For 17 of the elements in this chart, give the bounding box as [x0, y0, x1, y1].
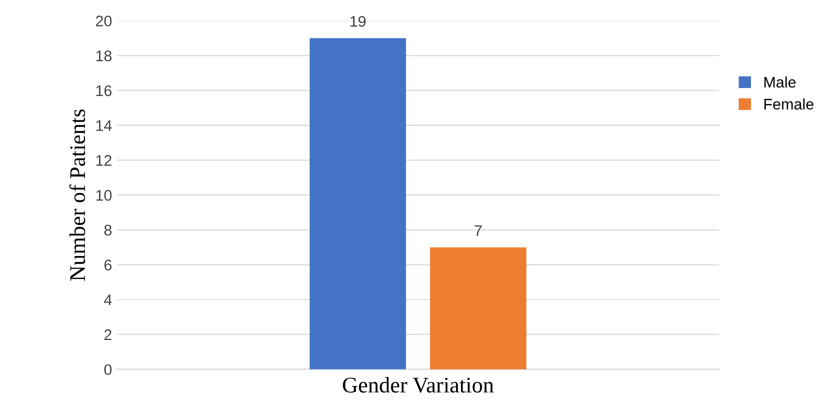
y-tick-label: 20: [96, 16, 112, 26]
y-tick-label: 18: [96, 50, 112, 62]
y-tick-label: 6: [104, 260, 112, 270]
data-label: 19: [350, 16, 366, 27]
y-tick-label: 4: [104, 294, 112, 306]
y-tick-label: 10: [96, 190, 112, 201]
y-axis-title: Number of Patients: [69, 109, 86, 281]
legend-label: Female: [764, 98, 814, 110]
x-axis-title: Gender Variation: [342, 376, 494, 393]
y-tick-label: 8: [104, 224, 112, 236]
y-tick-label: 16: [96, 85, 112, 96]
y-tick-label: 0: [104, 364, 112, 376]
y-tick-label: 2: [104, 329, 112, 340]
data-label: 7: [474, 225, 482, 236]
y-tick-label: 12: [96, 155, 112, 166]
legend-label: Male: [764, 76, 796, 88]
y-tick-label: 14: [96, 120, 112, 131]
